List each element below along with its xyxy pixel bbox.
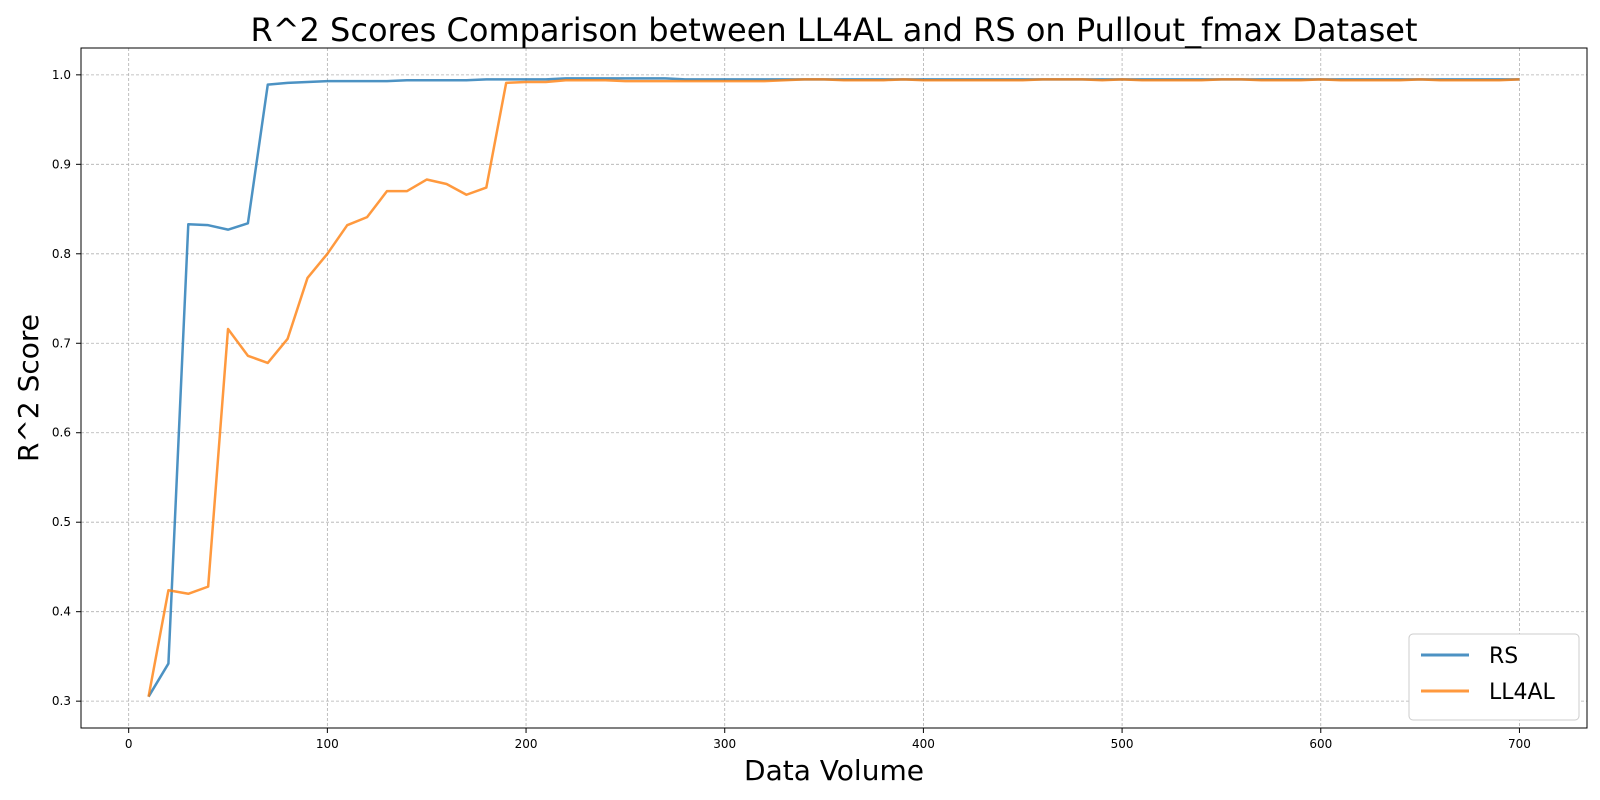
series-layer xyxy=(147,77,1520,698)
series-line-ll4al xyxy=(147,78,1520,697)
grid-layer xyxy=(81,48,1587,728)
legend-label-ll4al: LL4AL xyxy=(1489,680,1556,705)
y-tick-label: 0.4 xyxy=(52,605,71,619)
y-tick-label: 0.9 xyxy=(52,157,71,171)
x-tick-label: 400 xyxy=(912,737,935,751)
x-tick-label: 600 xyxy=(1309,737,1332,751)
legend: RS LL4AL xyxy=(1408,633,1580,721)
y-tick-label: 1.0 xyxy=(52,68,71,82)
legend-label-rs: RS xyxy=(1489,644,1518,669)
x-tick-label: 0 xyxy=(125,737,133,751)
plot-area-frame xyxy=(80,47,1588,729)
series-line-rs xyxy=(147,77,1520,698)
x-tick-label: 100 xyxy=(316,737,339,751)
chart-title: R^2 Scores Comparison between LL4AL and … xyxy=(250,11,1417,49)
x-tick-label: 700 xyxy=(1508,737,1531,751)
y-tick-label: 0.6 xyxy=(52,426,71,440)
y-tick-label: 0.8 xyxy=(52,247,71,261)
tick-layer: 0 100 200 300 400 500 600 700 0.3 0.4 0.5 0.6 0.7 0.8… xyxy=(52,68,1531,751)
x-tick-label: 300 xyxy=(713,737,736,751)
x-tick-label: 200 xyxy=(515,737,538,751)
y-tick-label: 0.3 xyxy=(52,694,71,708)
y-tick-label: 0.5 xyxy=(52,515,71,529)
x-axis-label: Data Volume xyxy=(744,754,924,787)
y-axis-label: R^2 Score xyxy=(12,314,45,462)
x-tick-label: 500 xyxy=(1111,737,1134,751)
y-tick-label: 0.7 xyxy=(52,336,71,350)
